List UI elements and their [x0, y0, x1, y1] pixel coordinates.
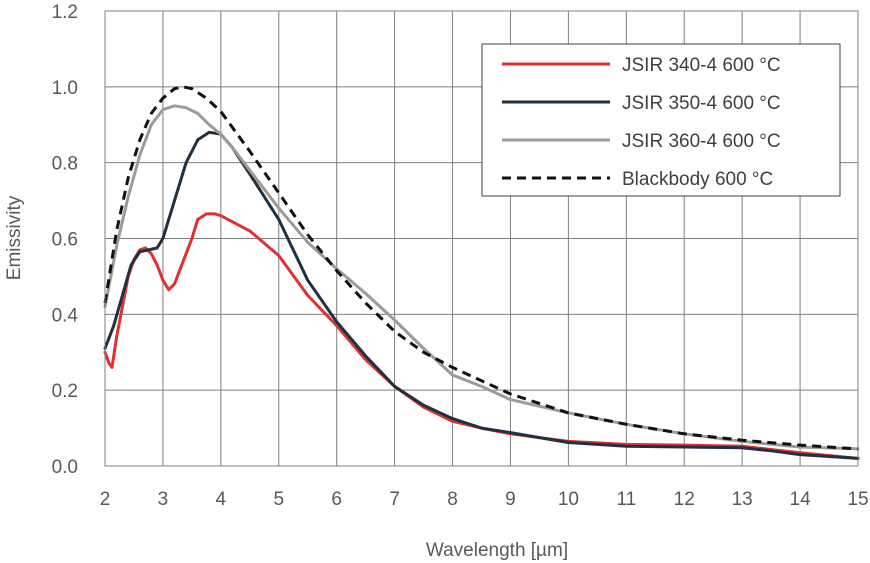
- x-tick-label: 10: [558, 489, 579, 510]
- legend-label-1: JSIR 350-4 600 °C: [622, 93, 781, 114]
- x-tick-label: 11: [616, 489, 636, 510]
- series-lines: [103, 85, 860, 460]
- x-tick-label: 12: [674, 489, 695, 510]
- y-tick-label: 1.2: [52, 2, 78, 23]
- x-tick-label: 7: [389, 489, 400, 510]
- legend-label-2: JSIR 360-4 600 °C: [622, 131, 781, 152]
- y-tick-label: 0.8: [52, 154, 78, 175]
- y-tick-label: 0.2: [52, 381, 78, 402]
- series-line-3: [103, 85, 859, 451]
- plot-border: [104, 10, 859, 467]
- legend-label-0: JSIR 340-4 600 °C: [622, 55, 781, 76]
- x-tick-label: 14: [790, 489, 812, 510]
- series-line-1: [103, 130, 860, 460]
- y-axis-label: Emissivity: [4, 195, 25, 280]
- x-tick-label: 5: [273, 489, 284, 510]
- legend: JSIR 340-4 600 °C JSIR 350-4 600 °C JSIR 3…: [481, 43, 841, 197]
- x-tick-label: 3: [158, 489, 169, 510]
- x-tick-label: 9: [505, 489, 516, 510]
- x-tick-label: 6: [331, 489, 342, 510]
- x-tick-label: 13: [732, 489, 753, 510]
- y-tick-label: 0.0: [52, 457, 78, 478]
- legend-box: [481, 43, 841, 197]
- x-axis-label: Wavelength [µm]: [426, 540, 568, 561]
- x-tick-label: 2: [100, 489, 111, 510]
- y-tick-label: 0.4: [52, 305, 79, 326]
- x-tick-label: 8: [447, 489, 458, 510]
- y-tick-label: 1.0: [52, 78, 78, 99]
- y-tick-label: 0.6: [52, 230, 78, 251]
- tick-labels: 2 3 4 5 6 7 8 9 10 11 12 13 14 15 0.0 0.2 0.4 0.6 0.8 1.0 1.…: [52, 2, 869, 510]
- x-tick-label: 15: [847, 489, 868, 510]
- x-tick-label: 4: [216, 489, 227, 510]
- legend-label-3: Blackbody 600 °C: [622, 169, 773, 190]
